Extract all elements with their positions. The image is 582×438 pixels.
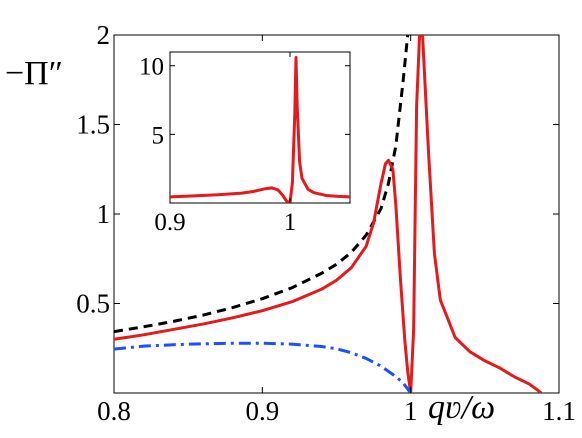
inset-x-tick-label: 0.9 <box>154 209 185 236</box>
inset-y-tick-label: 10 <box>139 54 164 81</box>
main-series-1-line <box>114 35 543 393</box>
main-series-2-line <box>114 341 412 393</box>
main-y-tick-label: 1.5 <box>76 110 110 140</box>
inset-x-tick-label: 1 <box>284 209 297 236</box>
main-y-tick-label: 2 <box>97 20 111 50</box>
main-x-tick-label: 0.8 <box>97 396 131 426</box>
inset-series-group <box>170 55 350 203</box>
inset-ticks-group: 0.9 1 5 10 <box>139 52 350 236</box>
inset-y-tick-label: 5 <box>152 122 165 149</box>
main-x-tick-label: 0.9 <box>245 396 279 426</box>
x-axis-title: qʋ/ω <box>428 389 495 426</box>
inset-plot-frame <box>169 51 351 204</box>
inset-plot: 0.9 1 5 10 <box>139 51 351 236</box>
main-y-tick-label: 1 <box>97 199 111 229</box>
main-x-tick-label: 1.1 <box>542 396 576 426</box>
y-axis-title: −Π″ <box>5 55 63 92</box>
main-y-tick-label: 0.5 <box>76 289 110 319</box>
main-x-tick-label: 1 <box>404 396 418 426</box>
main-series-group <box>114 35 543 393</box>
main-ticks-group: 0.8 0.9 1 1.1 0.5 1 1.5 2 <box>76 20 576 426</box>
inset-series-0-line <box>170 55 350 203</box>
